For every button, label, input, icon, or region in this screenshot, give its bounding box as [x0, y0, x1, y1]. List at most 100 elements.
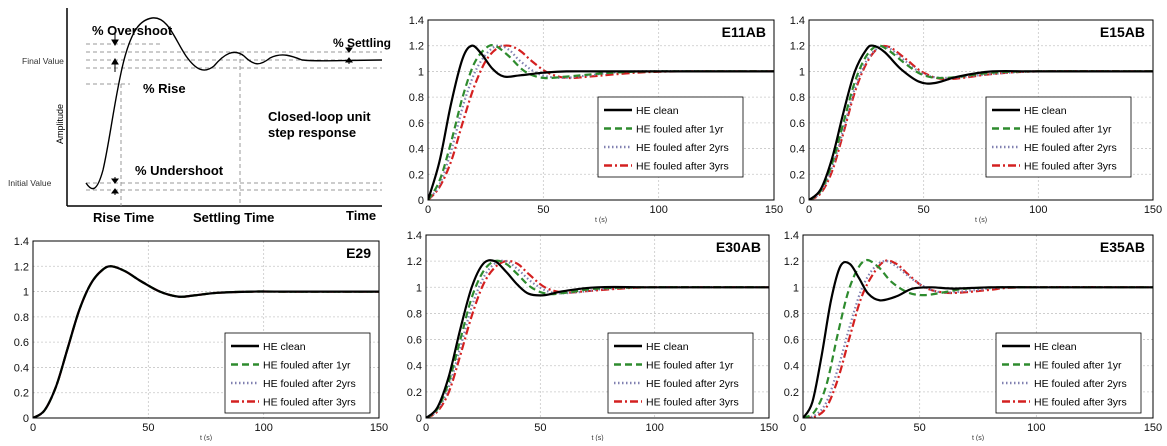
series-group: [426, 259, 769, 418]
legend: HE clean HE fouled after 1yr HE fouled aft…: [985, 96, 1132, 178]
legend: HE clean HE fouled after 1yr HE fouled aft…: [597, 96, 744, 178]
y-tick-label: 1.2: [14, 261, 29, 273]
series-line-he-clean: [809, 44, 1153, 200]
y-tick-label: 1: [418, 66, 424, 78]
x-tick-label: 0: [806, 204, 812, 216]
legend-entry: HE clean: [646, 341, 689, 353]
series-line-he-fouled-after-3yrs: [803, 259, 1153, 418]
series-line-he-fouled-after-3yrs: [426, 259, 769, 418]
y-tick-label: 0: [23, 413, 29, 425]
amplitude-label: Amplitude: [55, 104, 65, 144]
y-tick-label: 0.8: [407, 308, 422, 320]
y-tick-label: 0.8: [409, 92, 424, 104]
y-tick-label: 0.6: [784, 335, 799, 347]
series-line-he-fouled-after-2yrs: [803, 259, 1153, 418]
y-tick-label: 0.6: [407, 335, 422, 347]
y-tick-label: 0.6: [409, 118, 424, 130]
series-line-he-fouled-after-1yr: [809, 44, 1153, 200]
y-tick-label: 0.2: [409, 169, 424, 181]
x-tick-label: 100: [649, 204, 667, 216]
series-line-he-fouled-after-1yr: [428, 44, 774, 200]
x-tick-label: 0: [425, 204, 431, 216]
y-tick-label: 1.2: [409, 41, 424, 53]
y-tick-label: 1.4: [14, 236, 29, 248]
legend-entry: HE clean: [1024, 105, 1067, 117]
rise-time-label: Rise Time: [93, 210, 154, 225]
y-tick-label: 1.4: [790, 15, 805, 27]
y-tick-label: 1.2: [790, 41, 805, 53]
legend-entry: HE fouled after 3yrs: [1024, 161, 1117, 173]
overshoot-label: % Overshoot: [92, 23, 173, 38]
y-tick-label: 0.8: [784, 308, 799, 320]
x-tick-label: 100: [1029, 204, 1047, 216]
y-tick-label: 0.4: [14, 362, 29, 374]
x-tick-label: 150: [370, 422, 388, 434]
settling-time-label: Settling Time: [193, 210, 274, 225]
x-tick-label: 0: [30, 422, 36, 434]
caption-line-1: Closed-loop unit: [268, 109, 371, 124]
step-response-schematic: % Overshoot % Settling Final Value % Ris…: [8, 8, 391, 225]
y-tick-label: 0.2: [14, 388, 29, 400]
y-tick-label: 0.2: [790, 169, 805, 181]
y-tick-label: 0.4: [790, 144, 805, 156]
y-tick-label: 0.4: [407, 361, 422, 373]
y-tick-label: 0: [799, 195, 805, 207]
y-tick-label: 1: [799, 66, 805, 78]
legend-entry: HE fouled after 1yr: [636, 124, 724, 136]
y-tick-label: 0: [416, 413, 422, 425]
chart-title: E29: [346, 245, 371, 261]
x-tick-label: 150: [1144, 422, 1162, 434]
x-tick-label: 100: [254, 422, 272, 434]
x-tick-label: 100: [1027, 422, 1045, 434]
legend-entry: HE fouled after 1yr: [1034, 360, 1122, 372]
y-tick-label: 1: [416, 282, 422, 294]
final-value-label: Final Value: [22, 56, 64, 66]
x-axis-label: t (s): [975, 217, 987, 224]
chart-title: E15AB: [1100, 24, 1145, 40]
legend-entry: HE fouled after 3yrs: [646, 397, 739, 409]
y-tick-label: 0.8: [14, 312, 29, 324]
y-tick-label: 1.2: [407, 256, 422, 268]
y-tick-label: 0.2: [407, 387, 422, 399]
legend-entry: HE clean: [263, 341, 306, 353]
undershoot-label: % Undershoot: [135, 163, 224, 178]
series-line-he-clean: [33, 265, 379, 418]
y-tick-label: 1: [23, 287, 29, 299]
y-tick-label: 1: [793, 282, 799, 294]
series-line-he-fouled-after-3yrs: [428, 44, 774, 200]
plot-frame: [32, 240, 380, 419]
y-tick-label: 0.6: [790, 118, 805, 130]
plot-frame: [427, 19, 775, 201]
legend-entry: HE clean: [636, 105, 679, 117]
series-group: [803, 258, 1153, 418]
x-axis-label: t (s): [595, 217, 607, 224]
schematic-response-curve: [85, 17, 383, 190]
y-tick-label: 0.8: [790, 92, 805, 104]
initial-value-label: Initial Value: [8, 178, 52, 188]
caption-line-2: step response: [268, 125, 356, 140]
series-line-he-clean: [428, 44, 774, 200]
chart-e11ab: 0 50 100 150 0 0.2 0.4 0.6 0.8 1 1.2 1.4 E11AB t (s) H…: [409, 15, 783, 224]
legend-entry: HE fouled after 3yrs: [1034, 397, 1127, 409]
series-line-he-clean: [803, 260, 1153, 418]
y-tick-label: 0.4: [784, 361, 799, 373]
y-tick-label: 1.4: [409, 15, 424, 27]
y-tick-label: 0.2: [784, 387, 799, 399]
legend: HE clean HE fouled after 1yr HE fouled aft…: [224, 332, 371, 414]
chart-e15ab: 0 50 100 150 0 0.2 0.4 0.6 0.8 1 1.2 1.4 E15AB t (s) H…: [790, 15, 1162, 224]
series-group: [33, 265, 379, 418]
y-tick-label: 0.6: [14, 337, 29, 349]
y-tick-label: 0: [418, 195, 424, 207]
series-group: [428, 44, 774, 200]
x-tick-label: 0: [423, 422, 429, 434]
legend-entry: HE fouled after 3yrs: [636, 161, 729, 173]
time-label: Time: [346, 208, 376, 223]
legend: HE clean HE fouled after 1yr HE fouled aft…: [995, 332, 1142, 414]
chart-e29: 0 50 100 150 0 0.2 0.4 0.6 0.8 1 1.2 1.4 E29 t (s) HE …: [14, 236, 388, 442]
x-tick-label: 50: [914, 422, 926, 434]
x-tick-label: 0: [800, 422, 806, 434]
x-axis-label: t (s): [200, 435, 212, 441]
plot-frame: [802, 234, 1154, 419]
